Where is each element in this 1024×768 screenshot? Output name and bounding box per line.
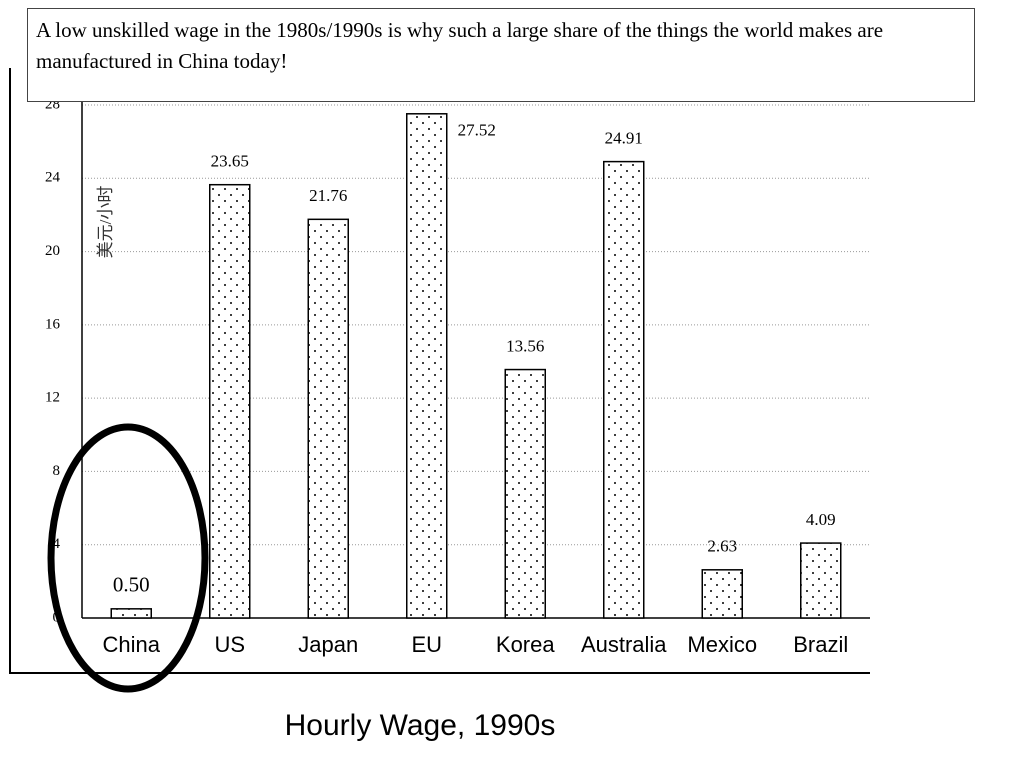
value-label: 13.56 <box>506 336 544 355</box>
bar <box>110 608 152 619</box>
value-label: 27.52 <box>458 121 496 140</box>
y-tick-label: 8 <box>53 463 61 479</box>
y-axis-label: 美元/小时 <box>96 186 115 259</box>
bar <box>800 542 842 619</box>
y-tick-label: 4 <box>53 536 61 552</box>
x-tick-label: Brazil <box>793 632 848 657</box>
value-label: 2.63 <box>707 537 737 556</box>
y-tick-label: 12 <box>45 390 60 406</box>
value-label: 24.91 <box>605 129 643 148</box>
bar <box>504 368 546 619</box>
bar <box>701 569 743 619</box>
y-tick-label: 20 <box>45 243 60 259</box>
bar <box>406 113 448 619</box>
x-tick-label: Mexico <box>687 632 757 657</box>
x-tick-label: China <box>103 632 161 657</box>
x-tick-label: Australia <box>581 632 667 657</box>
bar <box>307 218 349 619</box>
frame <box>9 68 870 674</box>
y-tick-label: 24 <box>45 170 61 186</box>
bar <box>603 160 645 619</box>
value-label: 23.65 <box>211 152 249 171</box>
y-tick-label: 16 <box>45 316 61 332</box>
chart-title: Hourly Wage, 1990s <box>285 709 556 742</box>
x-tick-label: US <box>214 632 245 657</box>
value-label: 21.76 <box>309 186 347 205</box>
highlight-ellipse <box>47 423 209 693</box>
value-label: 0.50 <box>113 573 150 597</box>
annotation-box: A low unskilled wage in the 1980s/1990s … <box>27 8 975 102</box>
value-label: 4.09 <box>806 510 836 529</box>
x-tick-label: Japan <box>298 632 358 657</box>
x-tick-label: Korea <box>496 632 555 657</box>
x-tick-label: EU <box>411 632 442 657</box>
bar <box>209 183 251 619</box>
